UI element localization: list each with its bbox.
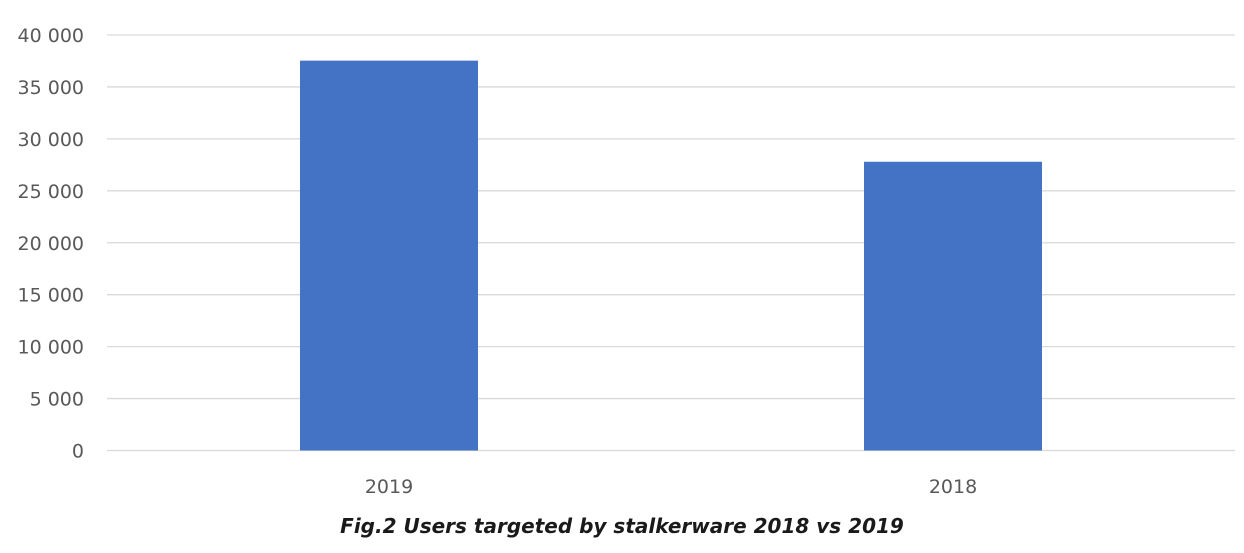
y-tick-label: 10 000 [18, 337, 84, 359]
bars [300, 60, 1042, 451]
y-tick-label: 25 000 [18, 181, 84, 203]
gridlines [107, 34, 1235, 452]
y-tick-label: 20 000 [18, 233, 84, 255]
x-axis-category-labels: 2019 2018 [365, 476, 977, 498]
figure-caption: Fig.2 Users targeted by stalkerware 2018… [340, 514, 904, 538]
y-tick-label: 30 000 [18, 129, 84, 151]
y-tick-label: 5 000 [30, 389, 84, 411]
bar-2018 [864, 161, 1042, 451]
x-category-label: 2019 [365, 476, 413, 498]
y-tick-label: 35 000 [18, 77, 84, 99]
bar-2019 [300, 60, 478, 451]
y-axis-tick-labels: 0 5 000 10 000 15 000 20 000 25 000 30 000 35 0… [18, 25, 84, 463]
x-category-label: 2018 [929, 476, 977, 498]
y-tick-label: 40 000 [18, 25, 84, 47]
bar-chart: 0 5 000 10 000 15 000 20 000 25 000 30 000 35 0… [18, 25, 1235, 498]
y-tick-label: 0 [72, 441, 84, 463]
y-tick-label: 15 000 [18, 285, 84, 307]
